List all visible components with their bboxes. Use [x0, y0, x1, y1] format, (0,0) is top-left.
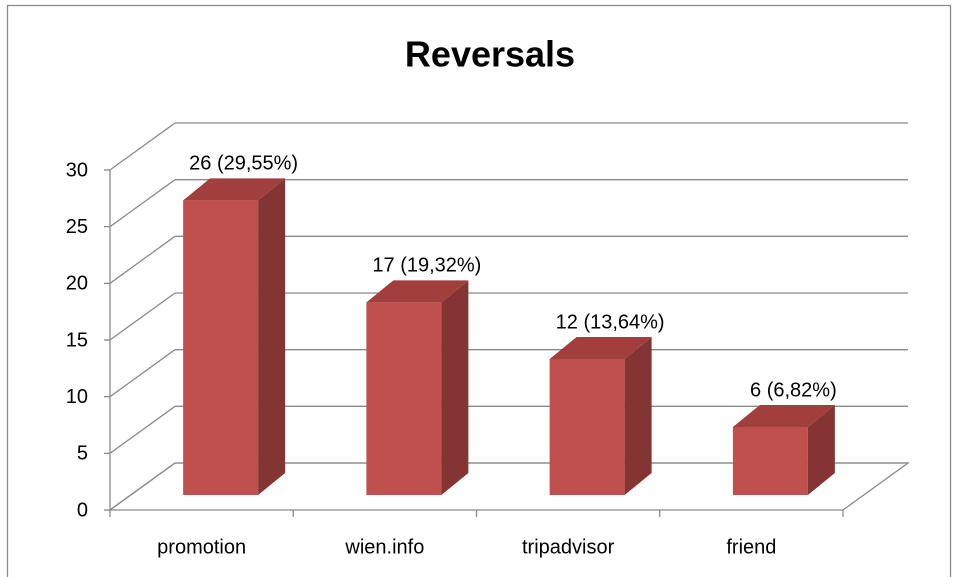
bar-top [732, 405, 835, 427]
bar [183, 200, 259, 496]
y-tick-label: 20 [66, 273, 88, 295]
x-tick-label: promotion [157, 536, 246, 558]
y-tick-label: 15 [66, 329, 88, 351]
bar [549, 359, 625, 495]
grid-diagonal [109, 462, 176, 511]
bar [732, 427, 808, 495]
grid-diagonal [109, 235, 176, 284]
chart-title: Reversals [405, 34, 575, 75]
y-tick-label: 5 [77, 443, 88, 465]
x-tick-label: friend [726, 536, 776, 558]
bar-side [441, 280, 469, 495]
grid-diagonal [109, 292, 176, 341]
data-label: 26 (29,55%) [189, 153, 298, 175]
y-tick-label: 30 [66, 159, 88, 181]
data-label: 17 (19,32%) [372, 255, 481, 277]
bar-side [624, 337, 652, 495]
x-tick-label: tripadvisor [522, 536, 615, 558]
x-tick-label: wien.info [344, 536, 424, 558]
y-tick-label: 0 [77, 499, 88, 521]
bar [366, 302, 442, 495]
bar-top [549, 337, 652, 359]
data-label: 12 (13,64%) [556, 311, 665, 333]
data-label: 6 (6,82%) [750, 379, 837, 401]
bar-top [366, 280, 469, 303]
bar-side [807, 405, 835, 495]
bar-top [183, 178, 286, 201]
grid-diagonal [109, 349, 176, 398]
y-tick-label: 25 [66, 216, 88, 238]
bar-side [258, 178, 286, 496]
grid-diagonal [109, 122, 176, 171]
y-tick-label: 10 [66, 386, 88, 408]
grid-diagonal [109, 179, 176, 228]
grid-diagonal [109, 405, 176, 454]
